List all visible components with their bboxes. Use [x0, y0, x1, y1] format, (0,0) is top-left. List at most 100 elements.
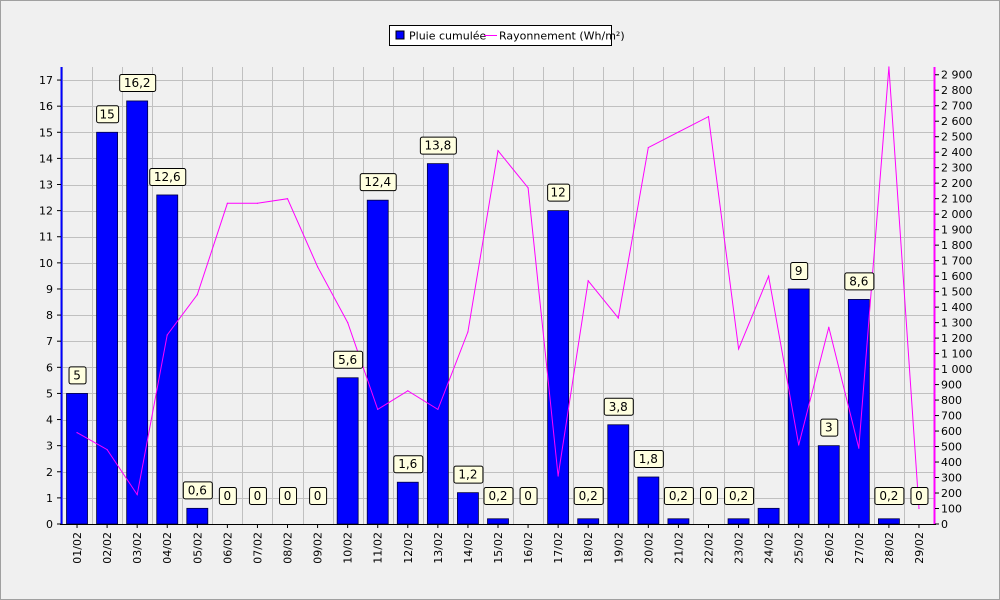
- line-point: [798, 444, 800, 446]
- line-point: [256, 202, 259, 204]
- line-point: [527, 187, 529, 189]
- bar-mark: [577, 518, 600, 525]
- line-point: [286, 198, 289, 200]
- data-label-text: 12,4: [364, 175, 391, 189]
- data-label-box: [419, 136, 457, 155]
- line-point: [677, 131, 680, 133]
- y-right-tick-label: 500: [941, 441, 962, 454]
- y-right-tick-label: 1 500: [941, 286, 973, 299]
- data-label-text: 0: [254, 489, 262, 503]
- bar-mark: [156, 194, 179, 525]
- data-label: 0: [699, 487, 718, 505]
- data-label-text: 12,6: [154, 170, 181, 184]
- data-label-box: [519, 487, 538, 505]
- data-label-text: 0: [314, 489, 322, 503]
- y-left-tick-label: 17: [39, 74, 53, 87]
- bar-mark: [96, 131, 119, 525]
- y-right-tick-label: 800: [941, 394, 962, 407]
- data-label-box: [453, 465, 484, 484]
- line-point: [196, 294, 198, 296]
- data-label-text: 16,2: [124, 76, 151, 90]
- line-point: [918, 507, 920, 510]
- data-label-box: [910, 487, 929, 505]
- y-left-tick-label: 10: [39, 257, 53, 270]
- data-label: 5,6: [333, 350, 364, 369]
- y-right-tick-label: 1 400: [941, 301, 973, 314]
- data-label-box: [633, 449, 664, 468]
- bar-mark: [366, 199, 389, 525]
- y-left-tick-label: 1: [46, 492, 53, 505]
- data-label-box: [68, 366, 87, 385]
- data-label: 1,8: [633, 449, 664, 468]
- x-tick-label: 19/02: [612, 532, 625, 564]
- y-right-tick-label: 1 900: [941, 224, 973, 237]
- data-label: 3,8: [603, 397, 634, 416]
- y-left-tick-label: 3: [46, 440, 53, 453]
- legend-series-line: Rayonnement (Wh/m²): [499, 30, 625, 43]
- x-tick-label: 23/02: [733, 532, 746, 564]
- line-point: [768, 275, 770, 277]
- data-label-text: 0,2: [488, 489, 507, 503]
- y-right-tick-label: 300: [941, 472, 962, 485]
- data-label-box: [359, 173, 397, 192]
- data-labels-layer: 5 15 16,2 12,6 0,6 0 0 0 0 5,6 12,4 1,6 13,8 1,2 0,2 0 1…: [68, 73, 929, 505]
- data-label: 12,4: [359, 173, 397, 192]
- data-label-text: 0: [915, 489, 923, 503]
- data-label: 0,2: [874, 487, 905, 505]
- x-tick-label: 24/02: [763, 532, 776, 564]
- bar-mark: [817, 445, 840, 525]
- y-left-tick-label: 13: [39, 179, 53, 192]
- data-label-text: 0: [705, 489, 713, 503]
- data-label-box: [663, 487, 694, 505]
- y-left-tick-label: 9: [46, 283, 53, 296]
- y-right-tick-label: 100: [941, 503, 962, 516]
- y-right-tick-label: 2 800: [941, 84, 973, 97]
- y-left-tick-label: 14: [39, 152, 53, 165]
- data-label: 0,2: [724, 487, 755, 505]
- data-label-text: 0: [524, 489, 532, 503]
- x-tick-label: 08/02: [282, 532, 295, 564]
- x-tick-label: 07/02: [251, 532, 264, 564]
- y-left-tick-label: 0: [46, 518, 53, 531]
- data-label-text: 0,2: [729, 489, 748, 503]
- y-left-tick-label: 5: [46, 387, 53, 400]
- data-label: 12: [547, 183, 571, 202]
- x-tick-label: 10/02: [342, 532, 355, 564]
- line-point: [226, 202, 228, 204]
- data-label-box: [119, 73, 157, 92]
- data-label-text: 1,8: [639, 452, 658, 466]
- data-label-box: [309, 487, 328, 505]
- data-label: 15: [96, 105, 120, 124]
- x-tick-label: 15/02: [492, 532, 505, 564]
- x-tick-label: 18/02: [582, 532, 595, 564]
- data-label: 1,6: [393, 455, 424, 474]
- y-right-tick-label: 0: [941, 518, 948, 531]
- bar-mark: [877, 518, 900, 525]
- line-point: [497, 150, 499, 152]
- bar-mark: [547, 210, 570, 525]
- data-label-text: 1,6: [398, 457, 417, 471]
- y-left-tick-label: 4: [46, 414, 53, 427]
- line-point: [647, 146, 649, 149]
- data-label-box: [218, 487, 237, 505]
- data-label-box: [96, 105, 120, 124]
- data-label-text: 13,8: [425, 139, 452, 153]
- data-label-text: 0,6: [188, 483, 207, 497]
- data-label: 16,2: [119, 73, 157, 92]
- line-point: [166, 334, 168, 336]
- data-label-box: [393, 455, 424, 474]
- bar-mark: [637, 476, 660, 525]
- data-label: 0: [309, 487, 328, 505]
- bar-mark: [457, 492, 479, 525]
- data-label-box: [547, 183, 571, 202]
- x-tick-label: 21/02: [672, 532, 685, 564]
- x-tick-label: 05/02: [191, 532, 204, 564]
- y-right-tick-label: 2 900: [941, 69, 973, 82]
- y-right-tick-label: 700: [941, 410, 962, 423]
- data-label: 12,6: [149, 167, 187, 186]
- data-label-box: [844, 272, 875, 291]
- legend-box: [389, 25, 612, 46]
- data-label-box: [820, 418, 839, 437]
- bar-mark: [126, 100, 149, 525]
- bar-mark: [847, 299, 870, 525]
